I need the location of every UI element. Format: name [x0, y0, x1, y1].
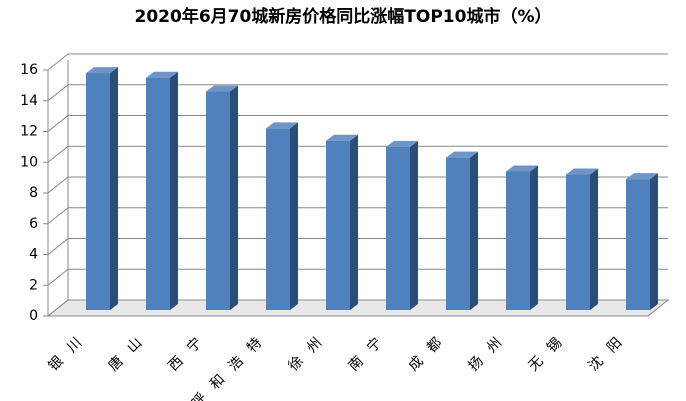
bar-front — [506, 171, 530, 310]
bar-front — [566, 174, 590, 310]
grid-diag — [47, 207, 69, 225]
bar-top — [266, 122, 298, 129]
bar-top — [446, 151, 478, 158]
bar — [266, 122, 298, 310]
bar-top — [566, 168, 598, 175]
bar-front — [146, 77, 170, 310]
grid-diag — [47, 84, 69, 102]
grid-diag — [47, 299, 69, 317]
bar — [506, 165, 538, 310]
bar-side — [350, 134, 358, 310]
bar-front — [386, 146, 410, 310]
y-tick-label: 4 — [29, 247, 38, 263]
grid-diag — [47, 176, 69, 194]
bar-front — [206, 91, 230, 311]
bar — [626, 173, 658, 310]
y-tick-label: 6 — [29, 216, 38, 232]
bar — [206, 85, 238, 311]
bar — [86, 67, 118, 310]
bar — [146, 71, 178, 310]
bar-front — [266, 128, 290, 310]
y-tick-label: 8 — [29, 185, 38, 201]
bar-side — [170, 71, 178, 310]
y-tick-label: 14 — [20, 93, 38, 109]
y-tick-label: 12 — [20, 124, 38, 140]
bar — [446, 151, 478, 310]
bar-front — [326, 140, 350, 310]
bar-side — [290, 122, 298, 310]
bar-side — [110, 67, 118, 310]
chart-title: 2020年6月70城新房价格同比涨幅TOP10城市（%） — [135, 6, 552, 27]
bar-side — [590, 168, 598, 310]
bar-top — [326, 134, 358, 141]
bar-side — [650, 173, 658, 310]
bar-side — [470, 151, 478, 310]
y-tick-label: 0 — [29, 308, 38, 324]
bar-side — [230, 85, 238, 311]
bar-front — [446, 157, 470, 310]
grid-diag — [47, 145, 69, 163]
bar-top — [146, 71, 178, 78]
bar-top — [206, 85, 238, 92]
bar — [566, 168, 598, 310]
bar-side — [530, 165, 538, 310]
bar-top — [506, 165, 538, 172]
bar-front — [626, 179, 650, 310]
grid-diag — [47, 115, 69, 132]
bar-front — [86, 73, 110, 310]
bar-top — [86, 67, 118, 74]
y-tick-label: 10 — [20, 154, 38, 170]
bar-side — [410, 140, 418, 310]
bar-top — [386, 140, 418, 147]
bar — [386, 140, 418, 310]
y-tick-label: 2 — [29, 277, 38, 293]
bar-top — [626, 173, 658, 180]
grid-diag — [47, 53, 69, 71]
grid-diag — [47, 238, 69, 255]
grid-diag — [47, 268, 69, 286]
bar — [326, 134, 358, 310]
y-tick-label: 16 — [20, 62, 38, 78]
